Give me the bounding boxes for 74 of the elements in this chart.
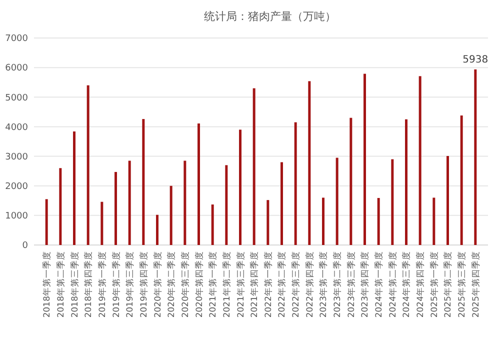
bar: [266, 200, 270, 245]
bar: [391, 159, 394, 245]
bar: [184, 160, 186, 245]
bar: [252, 88, 256, 245]
y-tick-label: 1000: [5, 212, 28, 222]
x-tick-label: 2023年第三季度: [346, 251, 357, 318]
x-tick-label: 2020年第四季度: [194, 251, 205, 318]
bar: [114, 172, 117, 245]
x-tick-label: 2018年第二季度: [55, 251, 66, 318]
bar: [364, 74, 366, 245]
x-tick-label: 2022年第三季度: [290, 251, 302, 318]
y-tick-label: 2000: [5, 182, 28, 192]
x-tick-label: 2021年第二季度: [221, 251, 232, 318]
bar: [377, 198, 380, 245]
x-tick-label: 2023年第四季度: [360, 251, 371, 318]
bar: [294, 122, 297, 245]
x-tick-label: 2025年第一季度: [428, 251, 440, 318]
bar: [170, 186, 172, 245]
bar: [211, 204, 214, 245]
y-tick-label: 0: [22, 241, 28, 252]
x-tick-label: 2020年第二季度: [166, 251, 178, 318]
x-tick-label: 2022年第四季度: [304, 251, 316, 318]
bar: [280, 162, 283, 245]
bar: [460, 115, 463, 245]
x-tick-label: 2024年第一季度: [374, 251, 385, 318]
x-tick-label: 2024年第二季度: [387, 251, 398, 318]
bar: [86, 85, 90, 245]
bar: [405, 119, 408, 245]
bar: [198, 123, 200, 245]
bar: [474, 69, 477, 245]
x-tick-label: 2020年第一季度: [152, 251, 164, 318]
data-label: 5938: [462, 54, 488, 66]
y-tick-label: 3000: [5, 152, 28, 162]
x-tick-label: 2021年第一季度: [208, 251, 219, 318]
bar: [350, 118, 352, 245]
x-tick-label: 2025年第三季度: [456, 251, 468, 318]
x-tick-label: 2025年第四季度: [470, 251, 482, 318]
bar: [322, 198, 324, 245]
y-tick-label: 6000: [5, 64, 28, 74]
x-tick-label: 2021年第四季度: [249, 251, 260, 318]
y-tick-label: 5000: [5, 93, 28, 104]
bar: [239, 130, 242, 245]
x-tick-label: 2023年第一季度: [318, 251, 330, 318]
bar: [100, 202, 104, 245]
bar: [142, 119, 145, 245]
bar: [432, 198, 436, 245]
x-tick-label: 2018年第三季度: [69, 251, 80, 318]
x-tick-label: 2019年第四季度: [138, 251, 150, 318]
x-tick-label: 2018年第四季度: [83, 251, 94, 318]
x-tick-label: 2020年第三季度: [180, 251, 191, 318]
bar: [225, 165, 228, 245]
x-tick-label: 2019年第一季度: [96, 251, 108, 318]
x-tick-label: 2023年第二季度: [332, 251, 344, 318]
chart-title: 统计局：猪肉产量（万吨）: [204, 10, 336, 23]
bar: [156, 214, 158, 245]
x-tick-label: 2024年第四季度: [415, 251, 426, 318]
bar: [73, 131, 76, 245]
bar: [446, 156, 449, 245]
x-tick-label: 2022年第一季度: [262, 251, 274, 318]
bar: [59, 168, 62, 245]
bar: [45, 199, 48, 245]
x-tick-label: 2019年第二季度: [110, 251, 122, 318]
bar: [336, 158, 338, 245]
x-tick-label: 2019年第三季度: [124, 251, 136, 318]
x-tick-label: 2025年第二季度: [442, 251, 454, 318]
y-tick-label: 4000: [5, 122, 28, 133]
bar: [418, 76, 422, 245]
x-tick-label: 2021年第三季度: [235, 251, 246, 318]
x-tick-label: 2024年第三季度: [401, 251, 412, 318]
bar: [128, 160, 131, 245]
x-tick-label: 2022年第二季度: [276, 251, 288, 318]
bar: [308, 81, 311, 245]
y-tick-label: 7000: [5, 34, 28, 44]
x-tick-label: 2018年第一季度: [42, 251, 53, 318]
